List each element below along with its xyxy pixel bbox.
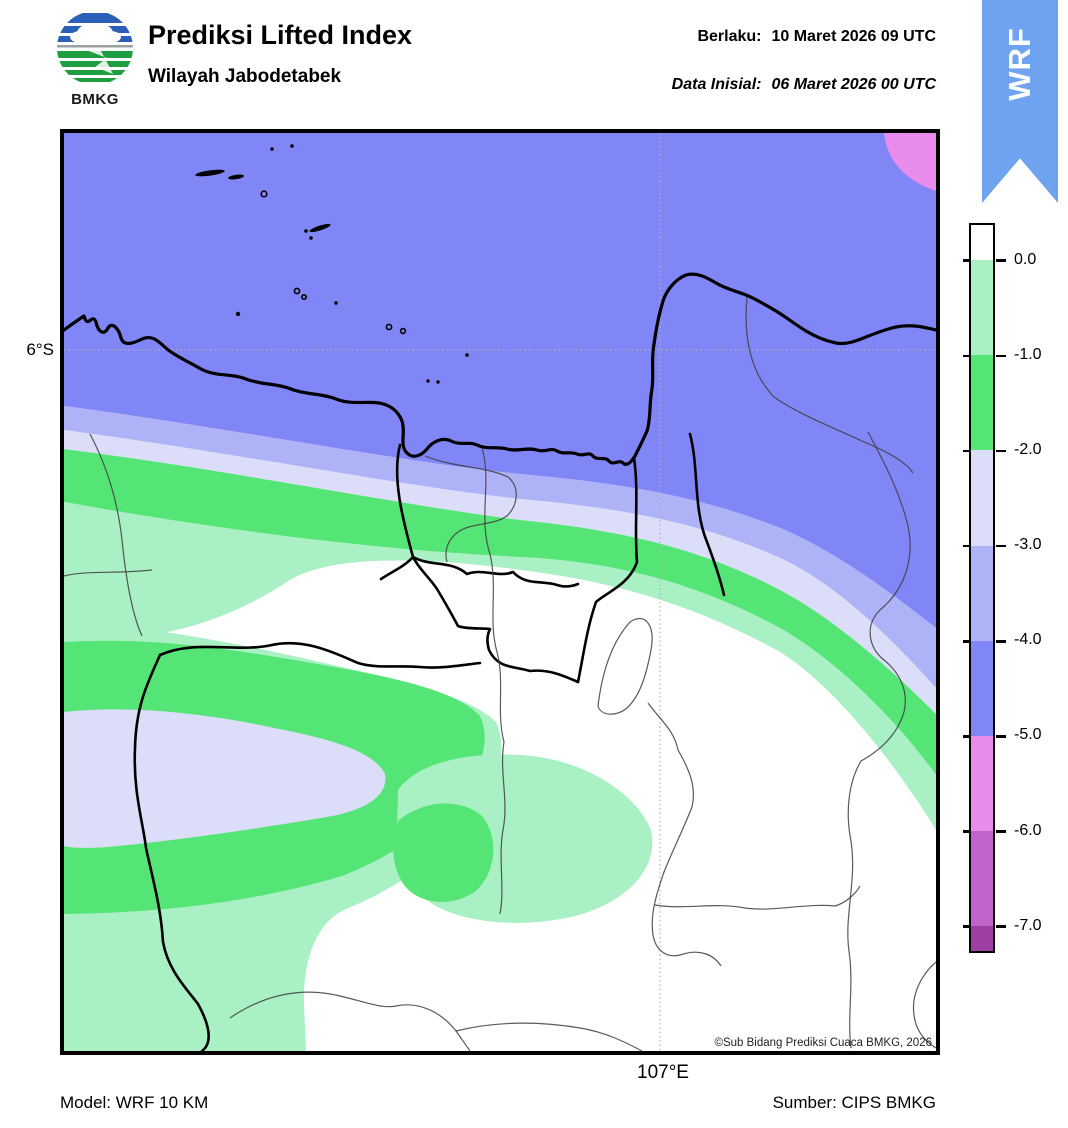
colorbar-tick: [996, 640, 1006, 643]
coastline: [64, 272, 936, 466]
colorbar-tick: [996, 544, 1006, 548]
colorbar-tick: [963, 544, 969, 548]
colorbar-segment: [971, 545, 993, 641]
init-time-value: 06 Maret 2026 00 UTC: [771, 76, 936, 93]
colorbar-segment: [971, 735, 993, 832]
bmkg-logo: BMKG: [55, 10, 135, 108]
valid-time: Berlaku: 10 Maret 2026 09 UTC: [697, 28, 936, 46]
colorbar-tick-label: -5.0: [1014, 726, 1042, 744]
colorbar-tick-label: -4.0: [1014, 631, 1042, 649]
colorbar-tick: [996, 735, 1006, 738]
footer-source: Sumber: CIPS BMKG: [772, 1093, 936, 1112]
colorbar: 0.0 -1.0 -2.0 -3.0 -4.0 -5.0 -6.0 -7.0: [963, 223, 1068, 954]
page-title: Prediksi Lifted Index: [148, 20, 413, 50]
colorbar-tick: [963, 259, 969, 262]
wrf-ribbon: WRF: [982, 0, 1058, 203]
district-borders: [64, 296, 936, 1051]
colorbar-tick: [963, 925, 969, 929]
valid-time-label: Berlaku:: [697, 28, 762, 45]
colorbar-tick: [996, 354, 1006, 358]
colorbar-segment: [971, 831, 993, 927]
colorbar-tick-label: -2.0: [1014, 441, 1042, 459]
lon-axis-label: 107°E: [637, 1062, 689, 1083]
colorbar-tick: [996, 925, 1006, 929]
colorbar-bar: [969, 223, 995, 953]
colorbar-tick: [963, 449, 969, 453]
colorbar-tick: [996, 259, 1006, 262]
colorbar-segment: [971, 225, 993, 261]
map-svg: [64, 133, 936, 1051]
colorbar-tick-label: -1.0: [1014, 345, 1042, 363]
colorbar-segment: [971, 260, 993, 356]
colorbar-segment: [971, 640, 993, 736]
colorbar-tick: [963, 830, 969, 833]
colorbar-segment: [971, 450, 993, 546]
colorbar-segment: [971, 926, 993, 951]
colorbar-tick-label: 0.0: [1014, 250, 1037, 268]
province-borders: [133, 432, 726, 1051]
lat-axis-label: 6°S: [26, 340, 54, 359]
page-subtitle: Wilayah Jabodetabek: [148, 66, 342, 87]
bmkg-logo-label: BMKG: [71, 91, 119, 108]
map-copyright: ©Sub Bidang Prediksi Cuaca BMKG, 2026: [714, 1037, 932, 1049]
init-time-label: Data Inisial:: [671, 76, 762, 93]
valid-time-value: 10 Maret 2026 09 UTC: [771, 28, 936, 45]
colorbar-tick: [963, 354, 969, 358]
init-time: Data Inisial: 06 Maret 2026 00 UTC: [672, 76, 936, 94]
colorbar-segment: [971, 355, 993, 451]
footer-model: Model: WRF 10 KM: [60, 1093, 209, 1112]
colorbar-tick-label: -6.0: [1014, 821, 1042, 839]
colorbar-tick: [963, 640, 969, 643]
map-panel: ©Sub Bidang Prediksi Cuaca BMKG, 2026: [60, 129, 940, 1055]
islands: [195, 144, 469, 384]
colorbar-tick: [996, 830, 1006, 833]
colorbar-tick: [996, 449, 1006, 453]
bmkg-logo-icon: [57, 11, 133, 85]
colorbar-tick-label: -7.0: [1014, 916, 1042, 934]
colorbar-tick: [963, 735, 969, 738]
wrf-ribbon-label: WRF: [1002, 27, 1037, 101]
colorbar-tick-label: -3.0: [1014, 536, 1042, 554]
